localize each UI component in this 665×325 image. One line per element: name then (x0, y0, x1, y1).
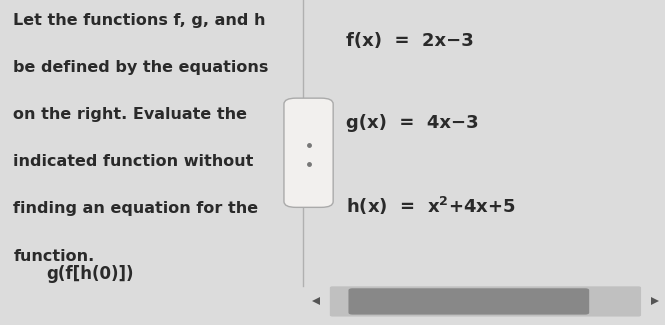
Text: be defined by the equations: be defined by the equations (13, 60, 269, 75)
Text: f(x)  =  2x−3: f(x) = 2x−3 (346, 32, 473, 50)
FancyBboxPatch shape (348, 288, 589, 315)
Text: indicated function without: indicated function without (13, 154, 253, 169)
FancyBboxPatch shape (330, 286, 641, 317)
Text: h(x)  =  $\mathregular{x^2}$+4x+5: h(x) = $\mathregular{x^2}$+4x+5 (346, 195, 515, 217)
FancyBboxPatch shape (284, 98, 333, 207)
Text: Let the functions f, g, and h: Let the functions f, g, and h (13, 13, 266, 28)
Text: finding an equation for the: finding an equation for the (13, 202, 259, 216)
Text: on the right. Evaluate the: on the right. Evaluate the (13, 107, 247, 122)
Text: g(x)  =  4x−3: g(x) = 4x−3 (346, 114, 478, 132)
Text: function.: function. (13, 249, 94, 264)
Text: g(f[h(0)]): g(f[h(0)]) (47, 265, 134, 283)
